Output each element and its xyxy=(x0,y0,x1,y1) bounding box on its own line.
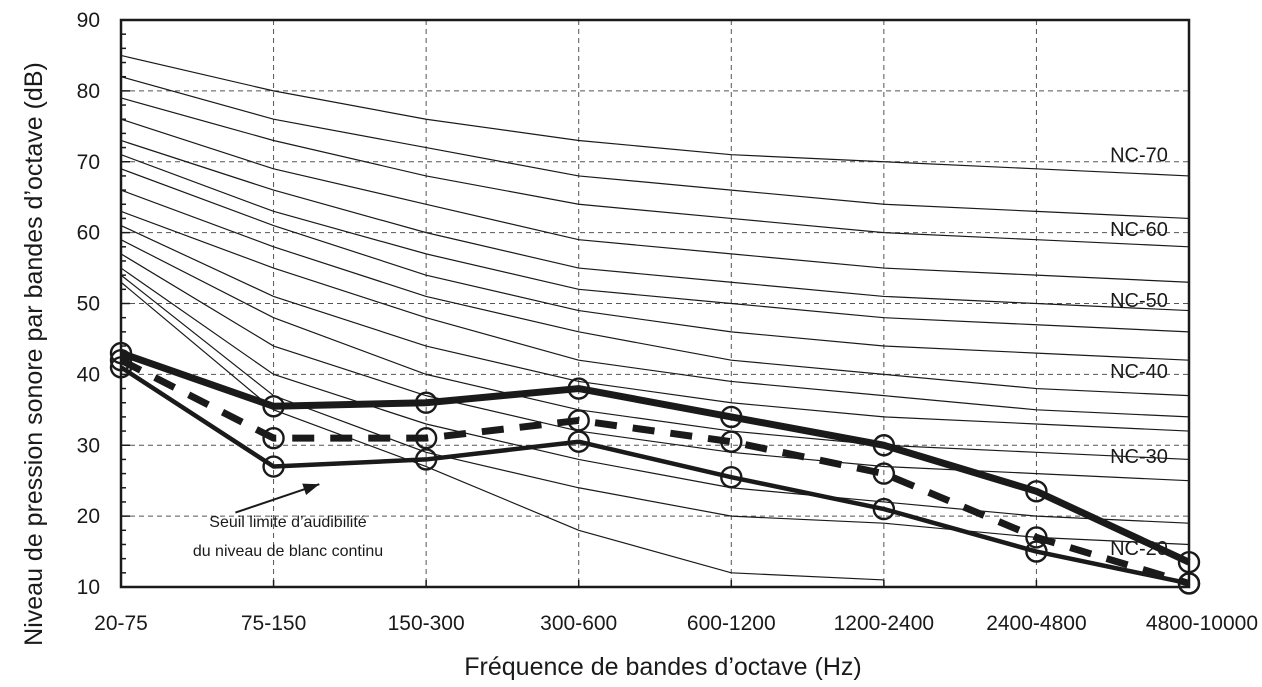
nc-curve-9 xyxy=(120,210,1190,418)
y-tick-label: 10 xyxy=(77,576,100,599)
data-point-marker xyxy=(720,405,743,429)
data-point-marker xyxy=(1025,480,1048,503)
y-tick-label: 80 xyxy=(77,80,100,103)
data-point-marker xyxy=(872,434,896,457)
data-point-marker xyxy=(414,426,438,450)
nc-curve-14 xyxy=(120,274,1190,546)
data-point-marker xyxy=(1025,526,1048,549)
y-tick-label: 60 xyxy=(77,222,100,245)
x-tick-label: 600-1200 xyxy=(687,612,776,635)
series-line-1 xyxy=(119,349,1191,566)
nc-curves xyxy=(120,54,1190,581)
data-point-marker xyxy=(262,455,285,478)
data-point-marker xyxy=(567,409,590,432)
nc-curve-12 xyxy=(120,253,1190,482)
x-tick-label: 2400-4800 xyxy=(986,612,1086,635)
y-axis-title: Niveau de pression sonore par bandes d’o… xyxy=(20,62,48,646)
annotation-line-2: du niveau de blanc continu xyxy=(193,543,383,560)
nc-curve-13 xyxy=(120,267,1190,524)
x-tick-labels: 20-75 75-150 150-300 300-600 600-1200 1200-24… xyxy=(94,612,1258,635)
data-point-marker xyxy=(872,462,896,485)
series-line-3 xyxy=(119,365,1190,586)
x-tick-label: 150-300 xyxy=(388,612,465,635)
annotation-line-1: Seuil limite d’audibilité xyxy=(209,514,367,531)
data-point-marker xyxy=(720,430,743,453)
nc-curve-3 xyxy=(120,97,1190,248)
y-tick-label: 20 xyxy=(77,505,100,528)
nc-curve-7 xyxy=(120,168,1190,361)
data-point-marker xyxy=(262,426,285,450)
y-tick-label: 50 xyxy=(77,293,100,316)
y-tick-labels: 10 20 30 40 50 60 70 80 90 xyxy=(77,9,100,599)
data-point-marker xyxy=(1025,540,1048,563)
x-tick-label: 4800-10000 xyxy=(1146,612,1258,635)
x-tick-label: 20-75 xyxy=(94,612,148,635)
nc-label: NC-40 xyxy=(1110,361,1168,383)
nc-curve-11 xyxy=(120,239,1190,461)
nc-curve-8 xyxy=(120,189,1190,397)
nc-label: NC-60 xyxy=(1110,219,1168,241)
x-axis-title: Fréquence de bandes d’octave (Hz) xyxy=(464,653,861,681)
data-point-marker xyxy=(872,497,896,521)
nc-curve-1 xyxy=(120,54,1190,177)
annotation: Seuil limite d’audibilité du niveau de b… xyxy=(193,483,383,560)
annotation-arrow-head xyxy=(302,483,320,496)
nc-curve-10 xyxy=(120,224,1190,432)
y-tick-label: 40 xyxy=(77,363,100,386)
data-point-marker xyxy=(567,430,590,453)
nc-label: NC-70 xyxy=(1110,145,1168,167)
data-point-marker xyxy=(262,395,285,418)
series-line-2 xyxy=(119,357,1191,587)
data-point-marker xyxy=(414,448,438,471)
nc-curve-4 xyxy=(120,118,1190,283)
x-tick-label: 75-150 xyxy=(241,612,306,635)
data-point-marker xyxy=(567,377,590,400)
nc-label: NC-30 xyxy=(1110,446,1168,468)
nc-label: NC-50 xyxy=(1110,290,1168,312)
nc-curve-2 xyxy=(120,76,1190,220)
nc-curve-15 xyxy=(120,281,884,581)
nc-curve-6 xyxy=(120,154,1190,333)
data-series xyxy=(109,341,1201,595)
y-tick-label: 30 xyxy=(77,434,100,457)
data-point-marker xyxy=(414,391,438,414)
x-tick-label: 300-600 xyxy=(540,612,617,635)
nc-curve-5 xyxy=(120,139,1190,312)
x-tick-label: 1200-2400 xyxy=(834,612,934,635)
y-tick-label: 70 xyxy=(77,151,100,174)
y-tick-label: 90 xyxy=(77,9,100,32)
plot-frame xyxy=(119,18,1191,589)
data-point-marker xyxy=(720,465,743,489)
